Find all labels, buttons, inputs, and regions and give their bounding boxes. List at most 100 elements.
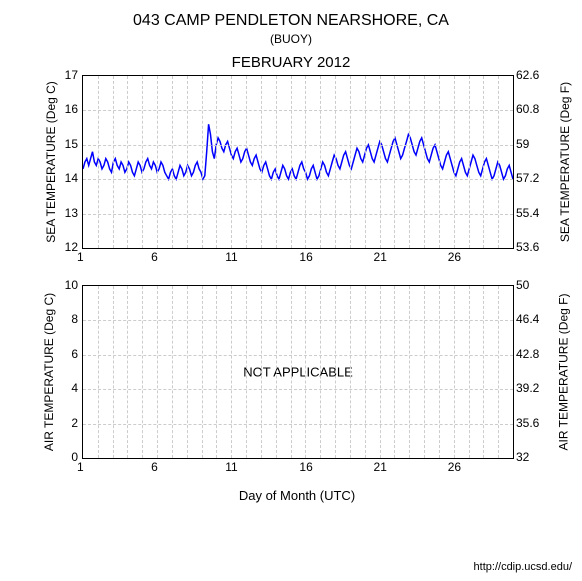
grid-v: [305, 76, 306, 248]
grid-v: [350, 76, 351, 248]
grid-h: [83, 145, 513, 146]
x-tick: 11: [225, 460, 237, 474]
sea-temp-chart: [82, 75, 514, 249]
grid-v: [246, 76, 247, 248]
grid-h: [83, 110, 513, 111]
y-tick-right: 62.6: [516, 68, 539, 82]
grid-v: [409, 76, 410, 248]
y-tick-right: 50: [516, 278, 529, 292]
grid-v: [216, 76, 217, 248]
x-tick: 21: [374, 460, 387, 474]
grid-v: [394, 76, 395, 248]
grid-v: [113, 76, 114, 248]
y-tick-right: 39.2: [516, 381, 539, 395]
main-title: 043 CAMP PENDLETON NEARSHORE, CA: [0, 12, 582, 30]
grid-h: [83, 179, 513, 180]
y-tick-left: 8: [71, 312, 78, 326]
grid-v: [365, 286, 366, 458]
grid-v: [216, 286, 217, 458]
x-tick: 1: [77, 250, 84, 264]
grid-v: [172, 286, 173, 458]
x-tick: 26: [448, 250, 461, 264]
grid-v: [320, 286, 321, 458]
grid-v: [380, 76, 381, 248]
x-tick: 1: [77, 460, 84, 474]
x-tick: 16: [299, 250, 312, 264]
sea-temp-right-label: SEA TEMPERATURE (Deg F): [558, 82, 572, 242]
y-tick-left: 14: [65, 171, 78, 185]
grid-v: [231, 286, 232, 458]
grid-v: [187, 286, 188, 458]
grid-v: [454, 286, 455, 458]
y-tick-right: 53.6: [516, 240, 539, 254]
grid-v: [320, 76, 321, 248]
air-temp-chart: NOT APPLICABLE: [82, 285, 514, 459]
grid-v: [439, 76, 440, 248]
grid-v: [261, 286, 262, 458]
grid-v: [127, 286, 128, 458]
y-tick-left: 6: [71, 347, 78, 361]
y-tick-left: 15: [65, 137, 78, 151]
grid-v: [276, 286, 277, 458]
y-tick-right: 59: [516, 137, 529, 151]
grid-h: [83, 389, 513, 390]
grid-v: [483, 76, 484, 248]
y-tick-right: 46.4: [516, 312, 539, 326]
grid-v: [157, 286, 158, 458]
date-title: FEBRUARY 2012: [0, 54, 582, 71]
grid-v: [409, 286, 410, 458]
grid-v: [231, 76, 232, 248]
y-tick-right: 42.8: [516, 347, 539, 361]
grid-v: [335, 76, 336, 248]
grid-v: [246, 286, 247, 458]
x-tick: 6: [151, 460, 158, 474]
x-tick: 26: [448, 460, 461, 474]
grid-v: [202, 76, 203, 248]
y-tick-left: 16: [65, 102, 78, 116]
y-tick-right: 60.8: [516, 102, 539, 116]
grid-v: [380, 286, 381, 458]
x-tick: 21: [374, 250, 387, 264]
grid-v: [483, 286, 484, 458]
not-applicable-text: NOT APPLICABLE: [243, 365, 353, 380]
grid-h: [83, 355, 513, 356]
grid-h: [83, 424, 513, 425]
grid-v: [113, 286, 114, 458]
grid-v: [350, 286, 351, 458]
grid-v: [261, 76, 262, 248]
grid-h: [83, 214, 513, 215]
y-tick-right: 57.2: [516, 171, 539, 185]
grid-v: [305, 286, 306, 458]
grid-h: [83, 320, 513, 321]
grid-v: [127, 76, 128, 248]
grid-v: [335, 286, 336, 458]
y-tick-left: 12: [65, 240, 78, 254]
sea-temp-left-label: SEA TEMPERATURE (Deg C): [44, 81, 58, 243]
sea-temp-line: [83, 76, 513, 248]
y-tick-left: 2: [71, 416, 78, 430]
grid-v: [454, 76, 455, 248]
grid-v: [98, 286, 99, 458]
grid-v: [142, 76, 143, 248]
grid-v: [291, 286, 292, 458]
y-tick-right: 55.4: [516, 206, 539, 220]
y-tick-right: 32: [516, 450, 529, 464]
grid-v: [469, 286, 470, 458]
grid-v: [498, 286, 499, 458]
grid-v: [424, 286, 425, 458]
y-tick-left: 13: [65, 206, 78, 220]
air-temp-right-label: AIR TEMPERATURE (Deg F): [556, 294, 570, 451]
y-tick-left: 17: [65, 68, 78, 82]
grid-v: [202, 286, 203, 458]
grid-v: [365, 76, 366, 248]
y-tick-right: 35.6: [516, 416, 539, 430]
grid-v: [498, 76, 499, 248]
grid-v: [142, 286, 143, 458]
air-temp-left-label: AIR TEMPERATURE (Deg C): [42, 293, 56, 451]
grid-v: [157, 76, 158, 248]
grid-v: [469, 76, 470, 248]
grid-v: [172, 76, 173, 248]
x-tick: 6: [151, 250, 158, 264]
x-tick: 11: [225, 250, 237, 264]
subtitle: (BUOY): [0, 32, 582, 46]
